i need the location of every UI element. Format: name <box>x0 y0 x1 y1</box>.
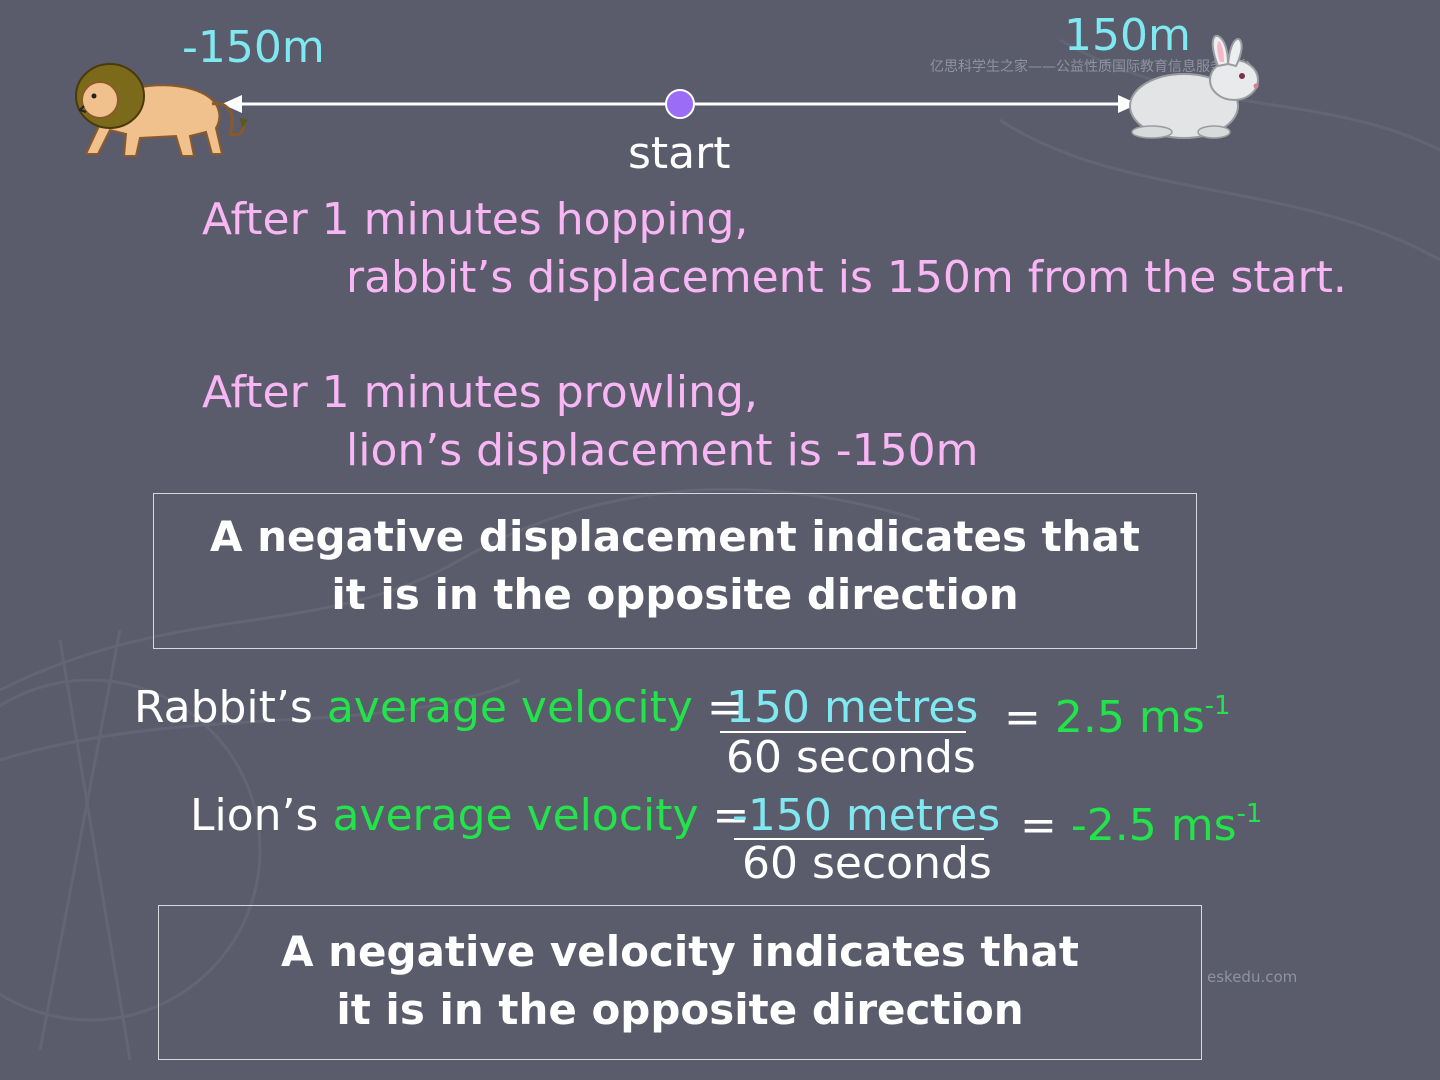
rabbit-numerator: 150 metres <box>726 682 979 733</box>
lion-text-line1: After 1 minutes prowling, <box>202 367 758 418</box>
rabbit-velocity-label: Rabbit’s average velocity = <box>134 682 744 733</box>
number-line <box>222 89 1138 119</box>
rabbit-text-line2: rabbit’s displacement is 150m from the s… <box>346 252 1347 303</box>
watermark-top: 亿思科学生之家——公益性质国际教育信息服务平台 <box>930 59 1252 75</box>
lion-numerator: -150 metres <box>732 790 1001 841</box>
left-distance-label: -150m <box>182 22 325 73</box>
rabbit-result-equals: = <box>1004 692 1041 743</box>
start-point-icon <box>665 89 695 119</box>
negative-displacement-box: A negative displacement indicates that i… <box>153 493 1197 649</box>
rabbit-velocity-subject: Rabbit’s <box>134 682 327 733</box>
lion-result-value: -2.5 ms <box>1070 800 1237 851</box>
rabbit-velocity-equals: = <box>692 682 744 733</box>
watermark-bottom: eskedu.com <box>1207 968 1298 986</box>
box1-line2: it is in the opposite direction <box>331 570 1019 619</box>
lion-result-exponent: -1 <box>1236 799 1263 829</box>
box2-line2: it is in the opposite direction <box>336 985 1024 1034</box>
rabbit-image <box>1129 34 1259 139</box>
rabbit-fraction-bar <box>720 731 966 733</box>
rabbit-result-value: 2.5 ms <box>1054 692 1205 743</box>
lion-velocity-subject: Lion’s <box>190 790 333 841</box>
arrow-left-icon <box>222 95 242 113</box>
box1-line1: A negative displacement indicates that <box>210 512 1140 561</box>
rabbit-denominator: 60 seconds <box>726 732 976 783</box>
lion-text-line2: lion’s displacement is -150m <box>346 425 979 476</box>
start-label: start <box>628 128 731 179</box>
box2-line1: A negative velocity indicates that <box>281 927 1079 976</box>
arrow-right-icon <box>1118 95 1138 113</box>
lion-velocity-equals: = <box>698 790 750 841</box>
lion-velocity-result: = -2.5 ms-1 <box>1020 800 1262 851</box>
lion-denominator: 60 seconds <box>742 838 992 889</box>
lion-image <box>75 63 248 157</box>
rabbit-velocity-term: average velocity <box>326 682 693 733</box>
right-distance-label: 150m <box>1064 10 1191 61</box>
lion-velocity-term: average velocity <box>332 790 699 841</box>
negative-velocity-box: A negative velocity indicates that it is… <box>158 905 1202 1060</box>
rabbit-text-line1: After 1 minutes hopping, <box>202 194 749 245</box>
lion-fraction-bar <box>734 838 984 840</box>
lion-velocity-label: Lion’s average velocity = <box>190 790 749 841</box>
rabbit-velocity-result: = 2.5 ms-1 <box>1004 692 1231 743</box>
rabbit-result-exponent: -1 <box>1204 691 1231 721</box>
lion-result-equals: = <box>1020 800 1057 851</box>
